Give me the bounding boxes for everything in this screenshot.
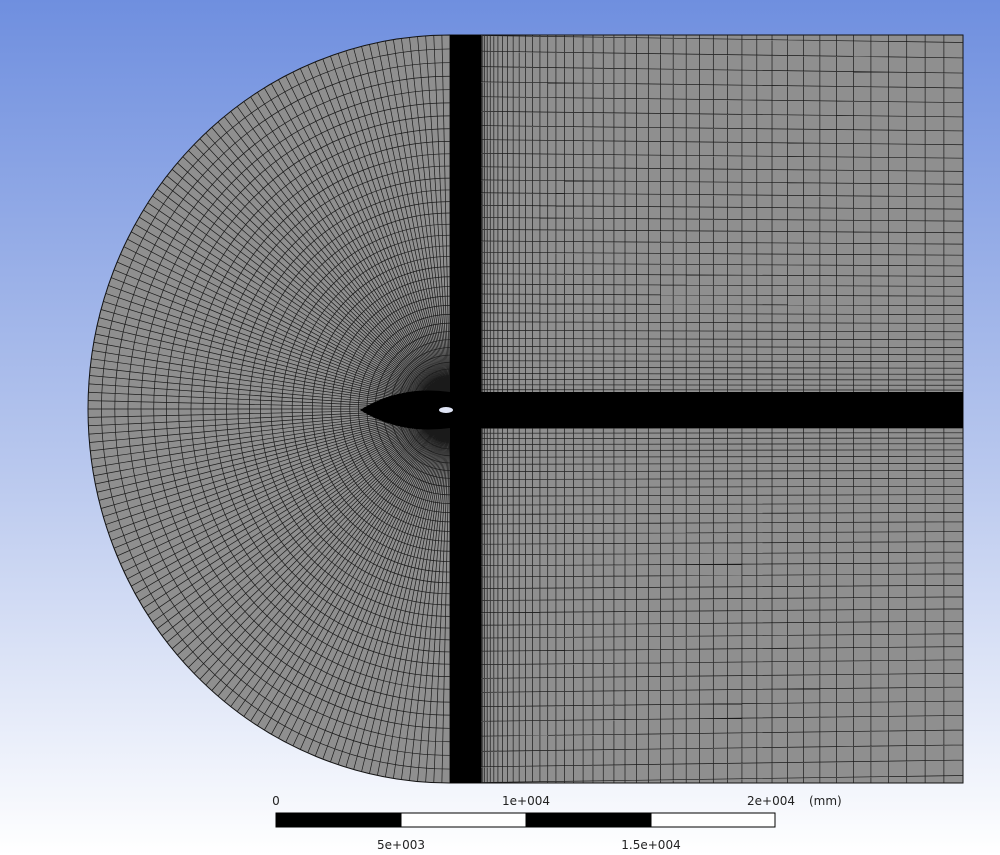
page: 0 1e+004 2e+004 (mm) 5e+003 1.5e+004 (()… <box>0 0 1000 855</box>
scale-segment <box>401 813 526 827</box>
scale-label: 1e+004 <box>502 794 550 808</box>
scale-label: 2e+004 <box>747 794 795 808</box>
scale-label: 5e+003 <box>377 838 425 852</box>
scale-segment <box>526 813 651 827</box>
scale-label: 0 <box>272 794 280 808</box>
scale-label: 1.5e+004 <box>621 838 680 852</box>
scale-segment <box>276 813 401 827</box>
viewport: 0 1e+004 2e+004 (mm) 5e+003 1.5e+004 <box>0 0 1000 855</box>
scale-unit: (mm) <box>809 794 842 808</box>
airfoil <box>439 407 453 413</box>
mesh-dense-wake <box>440 392 963 428</box>
scale-segment <box>651 813 775 827</box>
